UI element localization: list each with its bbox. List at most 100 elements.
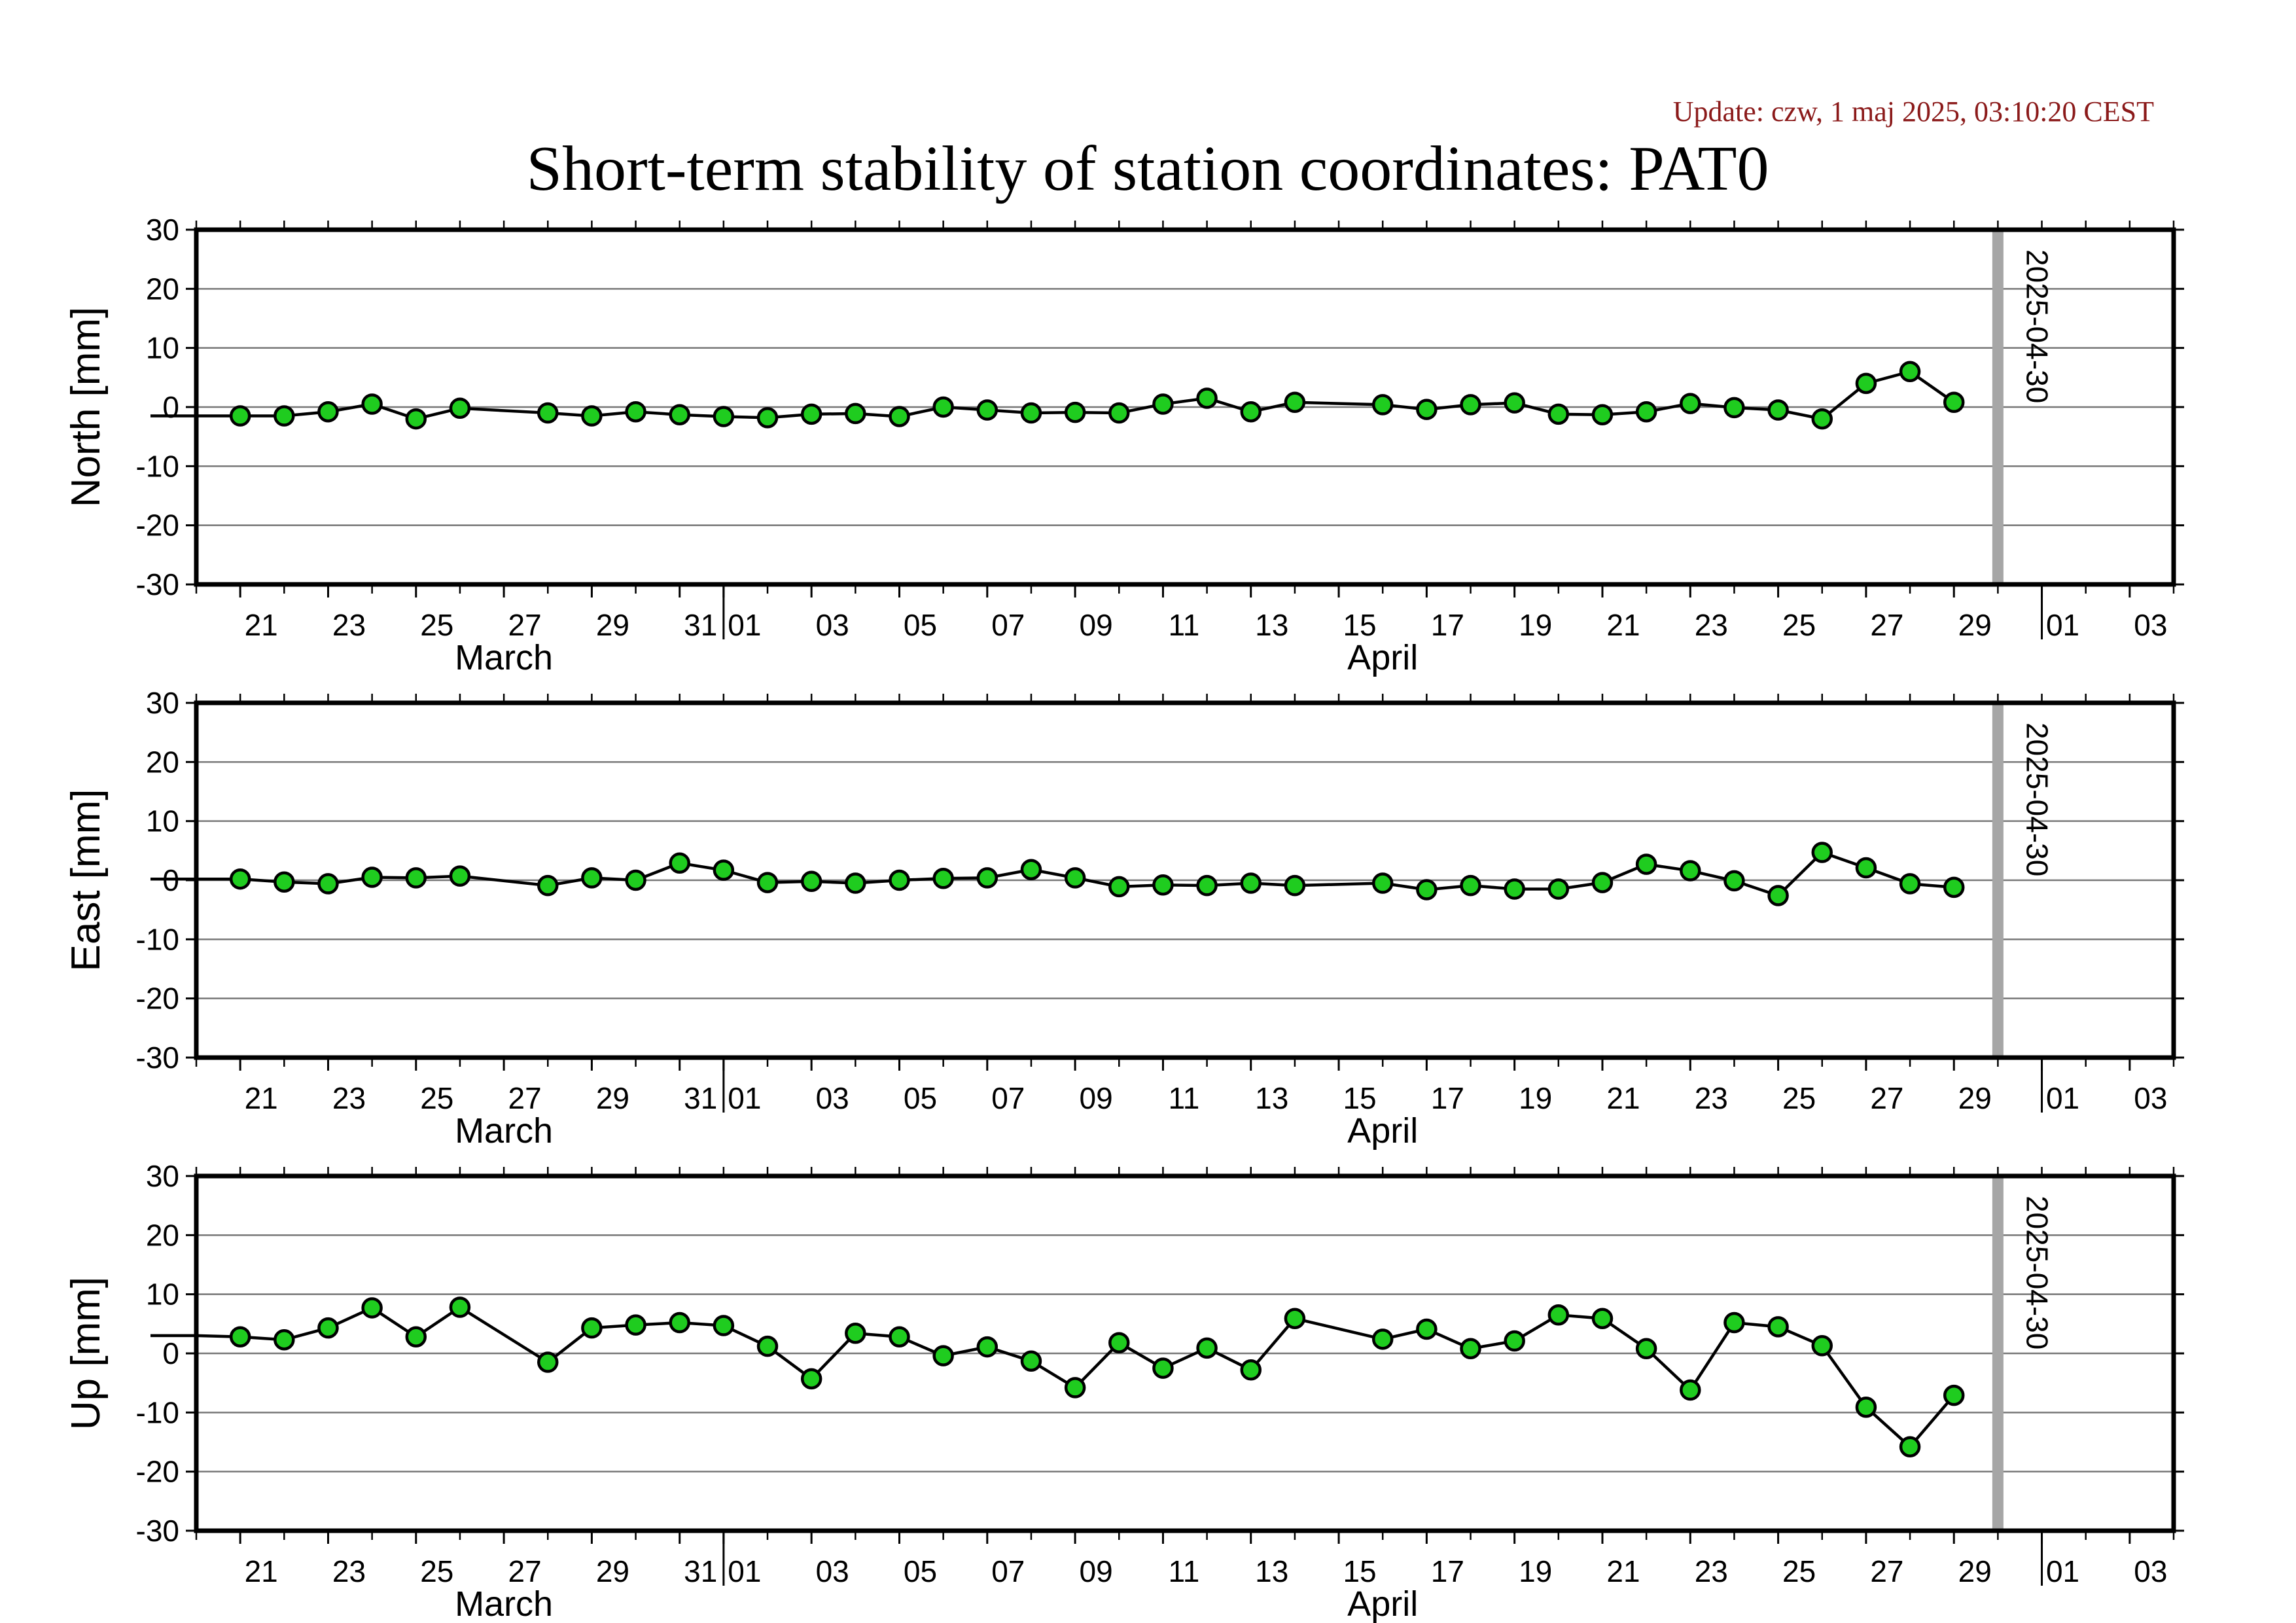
- x-tick-label: 17: [1431, 1554, 1464, 1588]
- x-tick-label: 23: [332, 1554, 366, 1588]
- x-tick-label: 09: [1080, 1081, 1113, 1115]
- data-point: [932, 1345, 954, 1366]
- month-label: April: [1347, 638, 1418, 677]
- y-tick-label: 0: [162, 390, 179, 424]
- x-tick-label: 11: [1169, 1081, 1200, 1115]
- x-tick-label: 03: [816, 608, 849, 642]
- data-point: [1943, 1384, 1965, 1406]
- x-tick-label: 21: [245, 1554, 278, 1588]
- data-point: [274, 405, 295, 427]
- data-point: [1064, 401, 1086, 423]
- month-label: March: [455, 1584, 553, 1623]
- y-tick-label: 10: [146, 1277, 179, 1311]
- x-tick-label: 25: [1782, 1554, 1816, 1588]
- data-point: [1460, 1338, 1481, 1360]
- data-point: [625, 1314, 646, 1336]
- data-point: [1680, 1379, 1701, 1401]
- x-tick-label: 13: [1255, 1554, 1288, 1588]
- data-point: [1899, 873, 1921, 895]
- data-point: [1371, 872, 1394, 894]
- y-tick-label: -10: [136, 922, 179, 956]
- data-point: [1020, 859, 1042, 880]
- data-point: [1240, 872, 1262, 894]
- data-point: [537, 874, 559, 897]
- x-tick-label: 27: [508, 1554, 542, 1588]
- data-point: [669, 1311, 690, 1334]
- y-tick-label: 30: [146, 1159, 179, 1193]
- x-tick-label: 05: [904, 608, 937, 642]
- data-point: [449, 1296, 471, 1318]
- y-tick-label: -30: [136, 1514, 179, 1548]
- data-point: [1680, 393, 1701, 414]
- x-tick-label: 21: [245, 1081, 278, 1115]
- x-tick-label: 27: [1870, 608, 1903, 642]
- data-point: [537, 402, 559, 424]
- data-point: [229, 868, 251, 890]
- x-tick-label: 25: [420, 1554, 453, 1588]
- x-tick-label: 27: [1870, 1554, 1903, 1588]
- y-tick-label: 0: [162, 863, 179, 897]
- x-tick-label: 23: [1695, 1554, 1728, 1588]
- y-tick-label: -20: [136, 1455, 179, 1489]
- x-tick-label: 27: [508, 608, 542, 642]
- y-tick-label: 30: [146, 686, 179, 720]
- x-tick-label: 25: [420, 608, 453, 642]
- data-point: [800, 403, 822, 425]
- data-point: [756, 407, 779, 429]
- data-point: [1591, 404, 1614, 425]
- y-tick-label: -20: [136, 508, 179, 543]
- data-point: [1635, 1338, 1657, 1360]
- y-axis-label: East [mm]: [63, 789, 109, 971]
- data-point: [756, 1335, 779, 1357]
- data-point: [1504, 1330, 1525, 1352]
- data-point: [1547, 1304, 1570, 1326]
- x-tick-label: 23: [1695, 1081, 1728, 1115]
- x-tick-label: 19: [1519, 1554, 1552, 1588]
- data-point: [889, 1326, 910, 1347]
- x-tick-label: 09: [1080, 608, 1113, 642]
- x-tick-label: 11: [1169, 608, 1200, 642]
- data-point: [1240, 1359, 1262, 1381]
- data-point: [1943, 391, 1965, 414]
- date-marker-label: 2025-04-30: [2020, 722, 2054, 876]
- data-point: [405, 867, 427, 889]
- data-point: [800, 870, 822, 893]
- y-tick-label: 0: [162, 1336, 179, 1370]
- data-point: [1767, 399, 1789, 421]
- y-tick-label: 20: [146, 272, 179, 306]
- data-point: [669, 404, 690, 425]
- data-point: [889, 869, 910, 891]
- chart-panels: 2025-04-30 30 20 10 0 -10 -20 -30 North [mm] 21 23…: [63, 213, 2184, 1623]
- x-tick-label: 13: [1255, 1081, 1288, 1115]
- x-tick-label: 05: [904, 1081, 937, 1115]
- data-point: [889, 406, 910, 427]
- data-point: [1899, 1436, 1921, 1457]
- data-point: [1504, 392, 1525, 414]
- data-point: [1284, 1308, 1306, 1329]
- data-point: [1767, 1316, 1789, 1338]
- data-point: [1284, 874, 1306, 897]
- x-tick-label: 29: [596, 1554, 629, 1588]
- x-tick-label: 07: [991, 1081, 1025, 1115]
- x-tick-label: 25: [1782, 608, 1816, 642]
- y-axis-label: North [mm]: [63, 307, 109, 508]
- data-point: [1196, 387, 1218, 409]
- month-label: April: [1347, 1584, 1418, 1623]
- data-point: [1547, 403, 1570, 425]
- month-label: March: [455, 1111, 553, 1150]
- x-tick-label: 11: [1169, 1554, 1200, 1588]
- data-point: [1152, 1357, 1174, 1379]
- data-point: [317, 401, 339, 423]
- data-point: [1591, 872, 1614, 893]
- x-tick-label: 29: [1958, 1554, 1992, 1588]
- data-point: [1460, 874, 1481, 897]
- data-point: [669, 852, 690, 874]
- data-point: [1811, 408, 1833, 430]
- data-point: [1371, 1329, 1394, 1350]
- x-tick-label: 21: [1606, 1554, 1640, 1588]
- x-tick-label: 15: [1343, 1554, 1376, 1588]
- data-point: [449, 865, 471, 887]
- x-tick-label: 01: [2046, 1081, 2079, 1115]
- date-marker-label: 2025-04-30: [2020, 1196, 2054, 1349]
- x-tick-label: 31: [684, 1081, 717, 1115]
